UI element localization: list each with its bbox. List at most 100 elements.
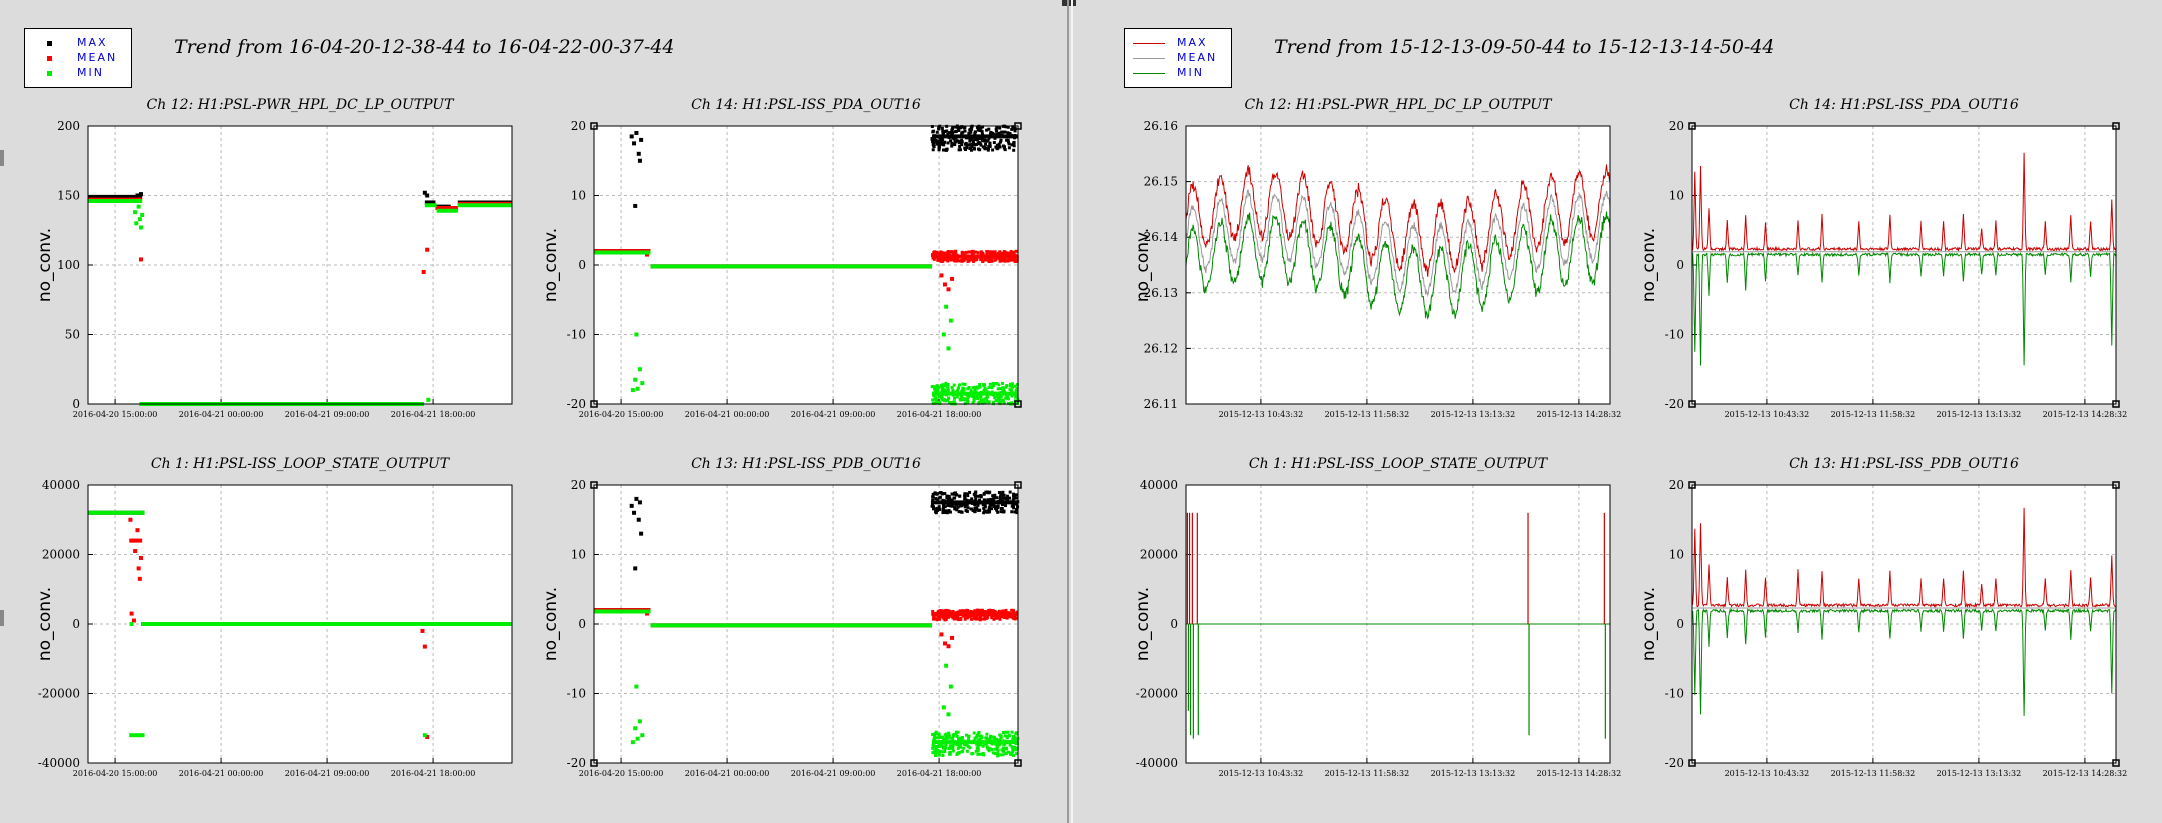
data-point [975, 394, 979, 398]
data-point [995, 740, 999, 744]
chart-title: Ch 12: H1:PSL-PWR_HPL_DC_LP_OUTPUT [1245, 97, 1554, 113]
data-point [968, 146, 972, 150]
data-point [986, 391, 990, 395]
data-point [999, 614, 1003, 618]
data-point [941, 611, 945, 615]
data-point [950, 504, 954, 508]
x-tick-label: 2015-12-13 14:28:32 [1537, 410, 1622, 419]
legend-marker-mean [47, 56, 52, 61]
data-point [951, 749, 955, 753]
data-point [980, 752, 984, 756]
legend-item-mean: MEAN [25, 50, 131, 66]
data-point [999, 499, 1003, 503]
data-point [952, 390, 956, 394]
data-point [980, 130, 984, 134]
data-point [946, 503, 950, 507]
data-point [976, 731, 980, 735]
plot-frame [1691, 125, 2117, 405]
y-tick-label: -20 [567, 756, 586, 770]
data-point [993, 382, 997, 386]
data-point [1014, 249, 1018, 253]
corner-handle [590, 759, 598, 767]
data-point [994, 507, 998, 511]
data-point [1015, 502, 1019, 506]
data-point [640, 381, 645, 386]
data-point [978, 498, 982, 502]
data-point [931, 401, 935, 405]
panel-divider[interactable] [1062, 0, 1100, 823]
left-edge-tab[interactable] [0, 610, 4, 626]
data-point [994, 738, 998, 742]
data-point [973, 510, 977, 514]
data-point [941, 746, 945, 750]
data-point [966, 738, 970, 742]
x-tick-label: 2015-12-13 11:58:32 [1325, 769, 1410, 778]
data-point [634, 496, 639, 501]
data-point [990, 609, 994, 613]
data-point [981, 137, 985, 141]
data-point [971, 252, 975, 256]
chart-svg: Ch 13: H1:PSL-ISS_PDB_OUT16 no_conv. -20 -1… [1639, 456, 2127, 778]
legend-item-max: MAX [25, 35, 131, 51]
data-point [945, 732, 949, 736]
data-point [976, 752, 980, 756]
data-point [976, 396, 980, 400]
data-point [955, 395, 959, 399]
data-point [1011, 258, 1015, 262]
data-point [1006, 730, 1010, 734]
data-point [1011, 734, 1015, 738]
data-point [950, 144, 954, 148]
data-point [977, 738, 981, 742]
data-point [969, 391, 973, 395]
data-point [933, 612, 937, 616]
data-point [983, 742, 987, 746]
series-max-line [1185, 164, 1611, 277]
chart-svg: Ch 12: H1:PSL-PWR_HPL_DC_LP_OUTPUT no_con… [35, 97, 513, 419]
divider-knob[interactable] [1062, 0, 1076, 6]
data-point [969, 610, 973, 614]
data-point [957, 259, 961, 263]
data-point [955, 503, 959, 507]
data-point [947, 256, 951, 260]
data-point [964, 509, 968, 513]
data-point [951, 388, 955, 392]
data-point [1006, 140, 1010, 144]
data-point [941, 507, 945, 511]
data-point [993, 254, 997, 258]
data-point [1008, 132, 1012, 136]
data-point [998, 250, 1002, 254]
data-point [973, 494, 977, 498]
data-point [931, 505, 935, 509]
left-edge-tab[interactable] [0, 150, 4, 166]
data-point [943, 750, 947, 754]
data-point [967, 745, 971, 749]
data-point [937, 611, 941, 615]
legend-marker-min [47, 71, 52, 76]
data-point [987, 145, 991, 149]
data-point [978, 136, 982, 140]
data-point [949, 612, 953, 616]
legend-line-max [1133, 43, 1165, 44]
data-point [976, 494, 980, 498]
data-point [948, 496, 952, 500]
data-point [994, 127, 998, 131]
data-point [421, 269, 426, 274]
plot-frame [593, 484, 1019, 764]
plot-frame [1185, 125, 1611, 405]
x-tick-label: 2015-12-13 10:43:32 [1725, 769, 1810, 778]
data-point [977, 743, 981, 747]
data-point [990, 614, 994, 618]
data-point [950, 141, 954, 145]
data-point [962, 387, 966, 391]
data-point [964, 503, 968, 507]
data-point [973, 499, 977, 503]
divider-bar[interactable] [1067, 0, 1069, 823]
data-point [956, 386, 960, 390]
data-point [426, 397, 431, 402]
data-point [982, 388, 986, 392]
plot-frame [87, 125, 513, 405]
data-point [942, 148, 946, 152]
data-point [977, 501, 981, 505]
y-tick-label: 0 [1676, 258, 1684, 272]
data-point [998, 394, 1002, 398]
